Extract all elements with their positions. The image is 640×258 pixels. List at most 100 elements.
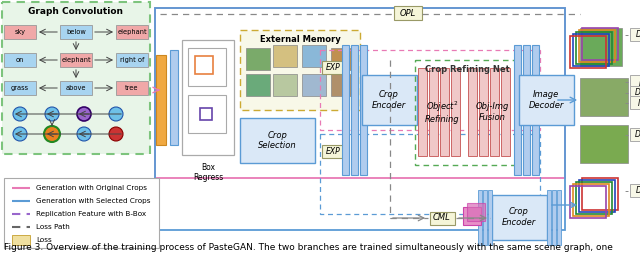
- FancyBboxPatch shape: [182, 40, 234, 155]
- FancyBboxPatch shape: [501, 68, 510, 156]
- FancyBboxPatch shape: [4, 81, 36, 95]
- FancyBboxPatch shape: [483, 190, 487, 245]
- FancyBboxPatch shape: [479, 68, 488, 156]
- Text: EXP: EXP: [326, 148, 340, 157]
- Circle shape: [45, 107, 59, 121]
- FancyBboxPatch shape: [519, 75, 574, 125]
- Text: Obj-Img
Fusion: Obj-Img Fusion: [476, 102, 509, 122]
- FancyBboxPatch shape: [362, 75, 417, 125]
- FancyBboxPatch shape: [492, 195, 547, 240]
- Text: CML: CML: [433, 214, 451, 222]
- Text: EXP: EXP: [326, 63, 340, 72]
- Text: Crop
Encoder: Crop Encoder: [372, 90, 406, 110]
- Text: Graph Convolution: Graph Convolution: [29, 7, 124, 17]
- Circle shape: [77, 127, 91, 141]
- FancyBboxPatch shape: [360, 45, 367, 175]
- FancyBboxPatch shape: [2, 2, 150, 154]
- Text: Figure 3. Overview of the training process of PasteGAN. The two branches are tra: Figure 3. Overview of the training proce…: [4, 243, 613, 252]
- FancyBboxPatch shape: [188, 95, 226, 133]
- FancyBboxPatch shape: [514, 45, 521, 175]
- FancyBboxPatch shape: [630, 28, 640, 41]
- Text: Object$^2$
Refining: Object$^2$ Refining: [425, 100, 460, 124]
- FancyBboxPatch shape: [60, 53, 92, 67]
- Text: External Memory: External Memory: [260, 36, 340, 44]
- FancyBboxPatch shape: [4, 178, 159, 248]
- FancyBboxPatch shape: [273, 74, 297, 96]
- Text: above: above: [66, 85, 86, 91]
- FancyBboxPatch shape: [246, 48, 270, 70]
- Text: Loss: Loss: [36, 237, 52, 243]
- FancyBboxPatch shape: [240, 118, 315, 163]
- FancyBboxPatch shape: [630, 86, 640, 99]
- Text: $L1$: $L1$: [638, 77, 640, 87]
- FancyBboxPatch shape: [156, 55, 166, 145]
- Text: below: below: [66, 29, 86, 35]
- FancyBboxPatch shape: [116, 25, 148, 39]
- FancyBboxPatch shape: [4, 53, 36, 67]
- FancyBboxPatch shape: [246, 74, 270, 96]
- Circle shape: [109, 127, 123, 141]
- FancyBboxPatch shape: [463, 207, 481, 225]
- FancyBboxPatch shape: [302, 45, 326, 67]
- Text: Box
Regress: Box Regress: [193, 163, 223, 182]
- Text: Loss Path: Loss Path: [36, 224, 70, 230]
- Text: grass: grass: [11, 85, 29, 91]
- FancyBboxPatch shape: [630, 184, 640, 197]
- FancyBboxPatch shape: [331, 74, 355, 96]
- FancyBboxPatch shape: [188, 48, 226, 86]
- FancyBboxPatch shape: [322, 61, 344, 74]
- Circle shape: [109, 107, 123, 121]
- FancyBboxPatch shape: [394, 6, 422, 20]
- FancyBboxPatch shape: [468, 68, 477, 156]
- FancyBboxPatch shape: [116, 53, 148, 67]
- Text: Crop
Selection: Crop Selection: [258, 131, 297, 150]
- FancyBboxPatch shape: [580, 28, 622, 66]
- Text: $IPL$: $IPL$: [637, 98, 640, 109]
- FancyBboxPatch shape: [342, 45, 349, 175]
- FancyBboxPatch shape: [418, 68, 427, 156]
- FancyBboxPatch shape: [532, 45, 539, 175]
- Circle shape: [44, 126, 60, 142]
- FancyBboxPatch shape: [490, 68, 499, 156]
- FancyBboxPatch shape: [580, 125, 628, 163]
- Text: Replication Feature with B-Box: Replication Feature with B-Box: [36, 211, 146, 217]
- Text: sky: sky: [15, 29, 26, 35]
- FancyBboxPatch shape: [429, 68, 438, 156]
- Circle shape: [77, 107, 91, 121]
- Text: right of: right of: [120, 57, 144, 63]
- FancyBboxPatch shape: [430, 212, 455, 225]
- FancyBboxPatch shape: [630, 128, 640, 141]
- FancyBboxPatch shape: [440, 68, 449, 156]
- Text: tree: tree: [125, 85, 139, 91]
- Text: Crop Refining Net: Crop Refining Net: [425, 66, 510, 75]
- FancyBboxPatch shape: [116, 81, 148, 95]
- Text: OPL: OPL: [400, 9, 416, 18]
- Text: $D_{img}$: $D_{img}$: [634, 86, 640, 100]
- FancyBboxPatch shape: [60, 25, 92, 39]
- Circle shape: [13, 107, 27, 121]
- FancyBboxPatch shape: [488, 190, 492, 245]
- Text: Generation with Original Crops: Generation with Original Crops: [36, 185, 147, 191]
- FancyBboxPatch shape: [322, 145, 344, 158]
- Text: $D_{img}$: $D_{img}$: [634, 128, 640, 142]
- FancyBboxPatch shape: [451, 68, 460, 156]
- FancyBboxPatch shape: [4, 25, 36, 39]
- FancyBboxPatch shape: [630, 96, 640, 109]
- Text: Generation with Selected Crops: Generation with Selected Crops: [36, 198, 150, 204]
- FancyBboxPatch shape: [273, 45, 297, 67]
- Text: Image
Decoder: Image Decoder: [528, 90, 564, 110]
- FancyBboxPatch shape: [302, 74, 326, 96]
- FancyBboxPatch shape: [580, 78, 628, 116]
- FancyBboxPatch shape: [331, 48, 355, 70]
- Text: Crop
Encoder: Crop Encoder: [502, 207, 536, 227]
- FancyBboxPatch shape: [552, 190, 556, 245]
- FancyBboxPatch shape: [12, 235, 30, 245]
- FancyBboxPatch shape: [170, 50, 178, 145]
- Text: elephant: elephant: [117, 29, 147, 35]
- FancyBboxPatch shape: [557, 190, 561, 245]
- Text: elephant: elephant: [61, 57, 91, 63]
- Circle shape: [13, 127, 27, 141]
- FancyBboxPatch shape: [630, 75, 640, 88]
- FancyBboxPatch shape: [547, 190, 551, 245]
- Text: on: on: [16, 57, 24, 63]
